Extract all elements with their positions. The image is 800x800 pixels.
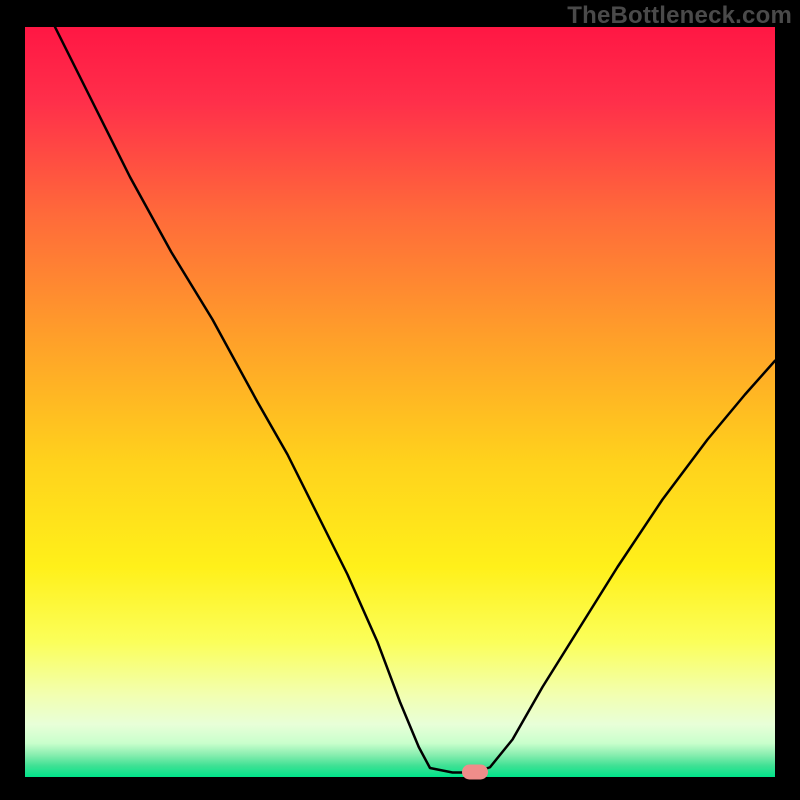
chart-root: TheBottleneck.com (0, 0, 800, 800)
attribution-text: TheBottleneck.com (567, 2, 792, 30)
plot-area (25, 27, 775, 777)
gradient-background (25, 27, 775, 777)
optimal-marker (462, 764, 488, 779)
